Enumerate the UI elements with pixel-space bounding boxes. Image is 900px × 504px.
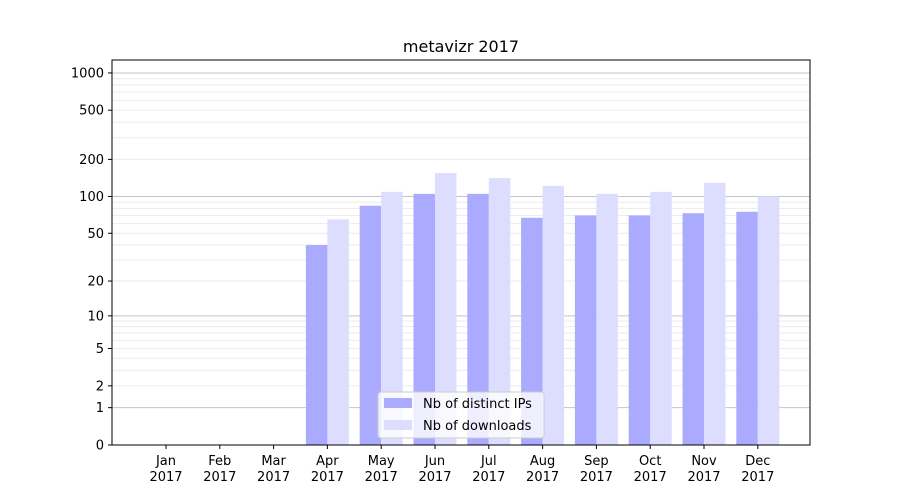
bar-distinct-ips xyxy=(521,217,543,445)
y-tick-label: 500 xyxy=(79,104,104,119)
chart-title: metavizr 2017 xyxy=(403,37,519,56)
legend-swatch-downloads xyxy=(384,420,412,430)
bar-distinct-ips xyxy=(574,215,597,445)
x-tick-label: Aug 2017 xyxy=(526,454,559,485)
legend-swatch-ips xyxy=(384,398,412,408)
y-tick-label: 50 xyxy=(87,227,104,242)
bar-downloads xyxy=(435,173,457,445)
bar-distinct-ips xyxy=(305,245,328,445)
bar-distinct-ips xyxy=(467,193,489,445)
bar-distinct-ips xyxy=(736,211,758,445)
plot-frame xyxy=(111,59,811,446)
legend-label-ips: Nb of distinct IPs xyxy=(423,397,532,412)
bar-downloads xyxy=(488,178,511,445)
bar-downloads xyxy=(757,196,780,445)
x-tick-label: Feb 2017 xyxy=(203,454,236,485)
bar-distinct-ips xyxy=(413,193,435,445)
bar-downloads xyxy=(381,191,403,445)
y-tick-label: 10 xyxy=(87,309,104,324)
x-tick-label: Jun 2017 xyxy=(418,454,451,485)
bar-distinct-ips xyxy=(628,215,651,445)
y-tick-label: 200 xyxy=(79,153,104,168)
x-tick-label: Apr 2017 xyxy=(311,454,344,485)
y-tick-label: 100 xyxy=(79,190,104,205)
y-tick-label: 20 xyxy=(87,275,104,290)
x-tick-label: Jul 2017 xyxy=(472,454,505,485)
x-tick-label: Nov 2017 xyxy=(687,454,720,485)
y-tick-label: 1000 xyxy=(71,66,104,81)
x-tick-label: Sep 2017 xyxy=(580,454,613,485)
bar-distinct-ips xyxy=(359,205,382,445)
bar-downloads xyxy=(650,191,672,445)
y-tick-label: 5 xyxy=(96,342,104,357)
x-tick-label: Mar 2017 xyxy=(257,454,290,485)
bar-downloads xyxy=(596,193,618,445)
bar-downloads xyxy=(704,182,726,445)
bar-distinct-ips xyxy=(682,213,704,445)
legend: Nb of distinct IPs Nb of downloads xyxy=(377,391,545,439)
x-tick-label: May 2017 xyxy=(365,454,398,485)
x-tick-label: Jan 2017 xyxy=(149,454,182,485)
legend-label-downloads: Nb of downloads xyxy=(423,419,532,434)
y-tick-label: 2 xyxy=(96,379,104,394)
x-tick-label: Oct 2017 xyxy=(634,454,667,485)
x-tick-label: Dec 2017 xyxy=(741,454,774,485)
bar-downloads xyxy=(542,185,565,446)
y-tick-label: 0 xyxy=(96,439,104,454)
bar-downloads xyxy=(327,219,349,445)
y-tick-label: 1 xyxy=(96,401,104,416)
